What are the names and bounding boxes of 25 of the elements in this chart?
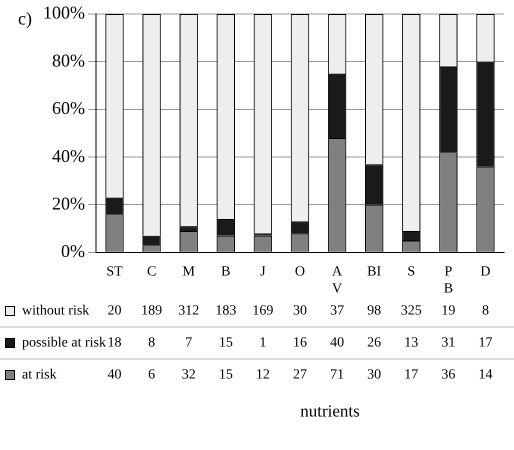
y-tick-label: 100% (42, 2, 85, 23)
x-tick-label: ST (106, 264, 124, 280)
legend-label: possible at risk (22, 336, 106, 351)
x-tick-label: M (182, 264, 196, 280)
x-tick-label: J (260, 264, 266, 280)
x-tick-label: S (407, 264, 416, 280)
x-tick-label: A V (332, 264, 344, 296)
x-tick-label: O (294, 264, 306, 280)
y-tick-label: 0% (60, 241, 85, 262)
x-tick-label: B (221, 264, 230, 280)
legend-label: at risk (22, 368, 57, 383)
text: 18 8 7 15 1 16 40 26 13 31 17 (108, 336, 492, 351)
y-tick-label: 60% (52, 98, 85, 118)
text: 20 189 312 183 169 30 37 98 325 19 8 (108, 304, 489, 319)
x-tick-label: P B (444, 264, 454, 296)
x-tick-label: BI (367, 264, 382, 280)
y-tick-label: 40% (52, 146, 85, 166)
legend-label: without risk (22, 304, 90, 319)
chart-title: c) (18, 8, 32, 29)
text: 40 6 32 15 12 27 71 30 17 36 14 (108, 368, 492, 383)
text: nutrients (300, 401, 360, 420)
y-tick-label: 20% (52, 193, 85, 214)
x-tick-label: C (146, 264, 156, 280)
y-tick-label: 80% (52, 50, 85, 70)
x-tick-label: D (480, 264, 491, 280)
